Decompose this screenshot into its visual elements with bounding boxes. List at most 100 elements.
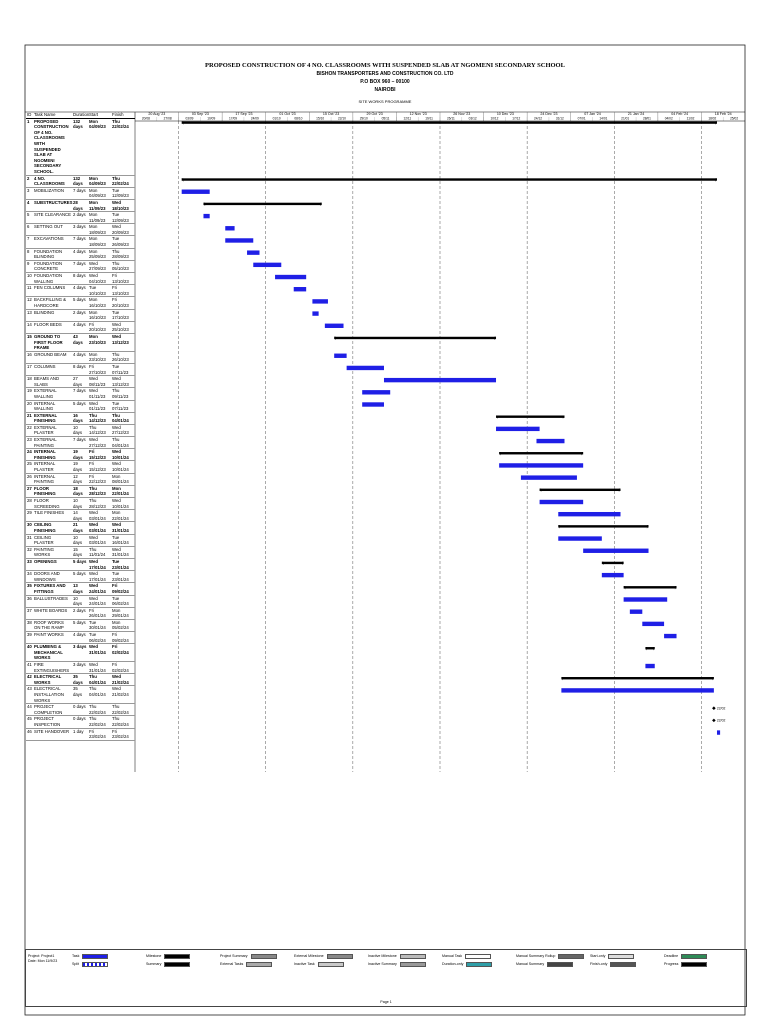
- task-id: 34: [27, 571, 32, 577]
- timescale-major: 29 Oct '23: [367, 112, 383, 116]
- task-id: 14: [27, 321, 32, 327]
- legend-label: Start-only: [590, 954, 606, 958]
- task-finish: Thu 04/01/24: [112, 412, 129, 424]
- task-duration: 10 days: [73, 424, 83, 436]
- task-duration: 16 days: [73, 412, 83, 424]
- timescale-minor: 15/10: [316, 117, 324, 121]
- task-duration: 18 days: [73, 485, 83, 497]
- task-id: 9: [27, 260, 30, 266]
- task-finish: Wed 21/02/24: [112, 674, 129, 685]
- task-row: 39 PAINT WORKS 4 days Tue 06/02/24 Fri 09/02…: [26, 632, 135, 645]
- task-row: 21 EXTERNAL FINISHING 16 days Thu 14/12/23 T…: [26, 413, 135, 425]
- legend-label: External Milestone: [294, 954, 324, 958]
- task-duration: 132 days: [73, 175, 83, 187]
- legend-label: External Tasks: [220, 962, 244, 966]
- task-start: Mon 18/09/23: [89, 224, 106, 235]
- summary-bar: [181, 178, 717, 181]
- task-row: 41 FIRE EXTINGUISHERS 3 days Wed 31/01/24 Fr…: [26, 662, 135, 675]
- legend-swatch: [466, 961, 493, 967]
- header: PROPOSED CONSTRUCTION OF 4 NO. CLASSROOM…: [25, 62, 745, 106]
- task-name: PROJECT INSPECTION: [34, 716, 61, 727]
- timescale-minor: 07/01: [578, 117, 586, 121]
- task-bar: [536, 438, 565, 444]
- legend-label: Finish-only: [590, 962, 608, 966]
- task-id: 29: [27, 510, 32, 516]
- task-row: 36 BALLUSTRADES 10 days Wed 24/01/24 Tue 06/…: [26, 596, 135, 608]
- legend-item: Start-only: [590, 952, 664, 960]
- timescale-major: 26 Nov '23: [453, 112, 470, 116]
- task-row: 35 FIXTURES AND FITTINGS 13 days Wed 24/01/…: [26, 583, 135, 596]
- timescale-minor: 04/02: [665, 117, 673, 121]
- task-id: 33: [27, 558, 32, 564]
- task-finish: Thu 26/10/23: [112, 351, 129, 363]
- legend: Task Split Milestone Summary Project Summary…: [72, 952, 738, 968]
- task-row: 40 PLUMBING & MECHANICAL WORKS 3 days Wed 3…: [26, 644, 135, 663]
- task-row: 16 GROUND BEAM 4 days Mon 23/10/23 Thu 26/10…: [26, 352, 135, 364]
- task-finish: Fri 02/02/24: [112, 644, 129, 655]
- task-start: Wed 03/01/24: [89, 522, 106, 533]
- timescale-minor: 21/01: [621, 117, 629, 121]
- legend-swatch: [164, 953, 191, 959]
- task-finish: Wed 13/12/23: [112, 333, 129, 345]
- task-id: 21: [27, 412, 32, 418]
- task-name: PLUMBING & MECHANICAL WORKS: [34, 644, 63, 661]
- task-start: Wed 24/01/24: [89, 595, 106, 607]
- task-name: PROPOSED CONSTRUCTION OF 4 NO. CLASSROOM…: [34, 118, 69, 174]
- task-start: Mon 23/10/23: [89, 351, 106, 363]
- timescale-minor: 17/12: [512, 117, 520, 121]
- legend-item: Manual Summary Rollup: [516, 952, 590, 960]
- task-table: ID Task Name Duration Start Finish 1 PROP…: [26, 112, 135, 741]
- summary-bar: [203, 202, 322, 206]
- task-name: BEAMS AND SLABS: [34, 376, 60, 387]
- milestone-label: 22/02: [717, 719, 726, 723]
- legend-swatch: [610, 961, 637, 967]
- task-row: 29 TILE FINISHES 14 days Wed 03/01/24 Mon 22…: [26, 510, 135, 523]
- task-id: 32: [27, 546, 32, 552]
- task-id: 25: [27, 461, 32, 467]
- task-name: FOUNDATION WALLING: [34, 273, 63, 284]
- task-finish: Thu 05/10/23: [112, 260, 129, 272]
- timescale-minor: 28/01: [643, 117, 651, 121]
- task-start: Thu 28/12/23: [89, 485, 106, 497]
- task-duration: 27 days: [73, 376, 83, 387]
- legend-swatch: [317, 961, 344, 967]
- timescale-major: 03 Sep '23: [192, 112, 209, 116]
- task-id: 46: [27, 728, 32, 734]
- task-name: FOUNDATION CONCRETE: [34, 260, 63, 272]
- task-row: 17 COLUMNS 8 days Fri 27/10/23 Tue 07/11/23: [26, 364, 135, 377]
- summary-bar: [601, 561, 624, 565]
- timescale-minor: 19/11: [425, 117, 433, 121]
- legend-item: External Tasks: [220, 960, 294, 968]
- task-name: EXTERNAL WALLING: [34, 388, 57, 399]
- summary-bar: [539, 488, 621, 492]
- task-start: Wed 31/01/24: [89, 644, 106, 655]
- timescale-major: 20 Aug '23: [148, 112, 165, 116]
- task-name: FOUNDATION BLINDING: [34, 248, 63, 260]
- task-id: 6: [27, 224, 30, 230]
- task-duration: 12 days: [73, 473, 83, 485]
- task-name: INTERNAL WALLING: [34, 400, 56, 412]
- legend-label: Progress: [664, 962, 679, 966]
- task-id: 36: [27, 595, 32, 601]
- task-start: Mon 04/09/23: [89, 187, 106, 199]
- task-id: 10: [27, 273, 32, 279]
- legend-item: External Milestone: [294, 952, 368, 960]
- task-bar: [558, 511, 621, 517]
- task-bar: [629, 609, 643, 614]
- task-start: Fri 23/02/24: [89, 728, 106, 740]
- task-bar: [623, 597, 668, 602]
- task-start: Fri 15/12/23: [89, 449, 106, 460]
- task-name: 4 NO. CLASSROOMS: [34, 175, 65, 187]
- task-row: 28 FLOOR SCREEDING 10 days Thu 28/12/23 Wed …: [26, 498, 135, 511]
- legend-item: Deadline: [664, 952, 738, 960]
- task-duration: 3 days: [73, 662, 86, 668]
- task-row: 32 PAINTING WORKS 15 days Thu 11/01/24 Wed 3…: [26, 547, 135, 559]
- task-start: Thu 14/12/23: [89, 412, 106, 424]
- task-bar: [642, 621, 665, 627]
- task-row: 13 BLINDING 2 days Mon 16/10/23 Tue 17/10/23: [26, 310, 135, 322]
- legend-item: Manual Task: [442, 952, 516, 960]
- task-bar: [181, 189, 210, 194]
- legend-item: Inactive Summary: [368, 960, 442, 968]
- task-name: PROJECT COMPLETION: [34, 704, 63, 715]
- task-finish: Thu 22/02/24: [112, 716, 129, 727]
